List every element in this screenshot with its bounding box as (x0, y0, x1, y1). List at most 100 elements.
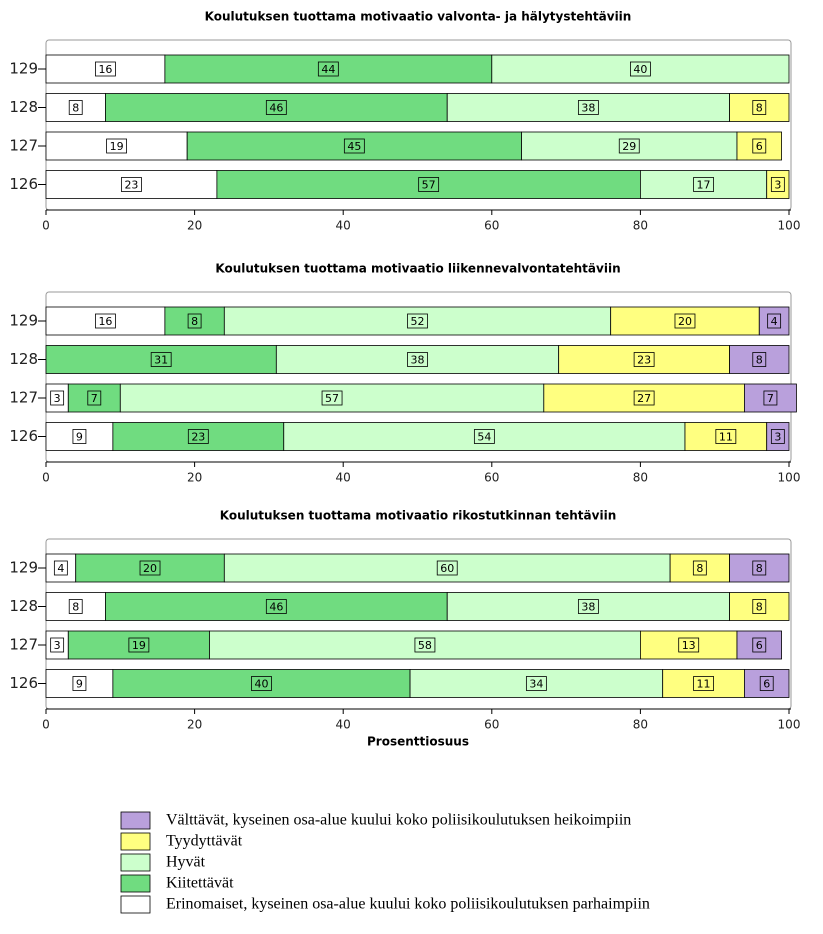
y-tick-label: 126 (9, 175, 38, 193)
value-label: 38 (581, 601, 595, 614)
value-label: 17 (697, 179, 711, 192)
bar-segment (75, 553, 225, 583)
value-label: 23 (191, 431, 205, 444)
value-label-box (577, 100, 599, 115)
value-label-box (693, 676, 714, 691)
value-label-box (68, 599, 83, 614)
bar-segment (610, 306, 760, 336)
value-label-box (752, 560, 767, 576)
y-tick-label: 129 (9, 60, 38, 78)
value-label-box (87, 390, 102, 406)
value-label: 20 (678, 315, 692, 328)
bar-segment (283, 422, 686, 451)
y-tick-label: 129 (9, 312, 38, 330)
value-label-box (674, 313, 696, 329)
x-tick-label: 80 (633, 219, 648, 233)
value-label-box (473, 429, 495, 444)
value-label-box (95, 61, 116, 77)
bar-segment (491, 54, 790, 84)
x-tick-label: 80 (633, 471, 648, 485)
bar-segment (45, 170, 218, 199)
value-label: 9 (76, 431, 83, 444)
chart-title: Koulutuksen tuottama motivaatio rikostut… (220, 509, 617, 523)
value-label: 11 (697, 678, 711, 691)
value-label-box (577, 599, 599, 614)
value-label: 6 (756, 140, 763, 153)
bar-segment (223, 306, 612, 336)
bar-segment (521, 131, 738, 161)
bar-segment (209, 630, 641, 660)
x-tick-label: 100 (778, 471, 801, 485)
legend-label: Erinomaiset, kyseinen osa-alue kuului ko… (166, 896, 650, 913)
value-label: 3 (54, 392, 61, 405)
value-label: 57 (422, 179, 436, 192)
value-label-box (139, 560, 161, 576)
value-label: 57 (325, 392, 339, 405)
x-tick-label: 20 (187, 718, 202, 732)
legend-swatch (120, 832, 151, 851)
value-label: 46 (269, 601, 283, 614)
value-label-box (251, 676, 272, 691)
y-tick-label: 129 (9, 559, 38, 577)
value-label-box (752, 352, 767, 367)
bar-segment (446, 592, 730, 621)
bar-segment (736, 131, 782, 161)
bar-segment (684, 422, 768, 451)
value-label: 40 (254, 678, 268, 691)
value-label-box (693, 177, 714, 192)
legend-label: Kiitettävät (166, 875, 234, 892)
value-label-box (187, 313, 202, 329)
value-label-box (321, 390, 343, 406)
value-label-box (436, 560, 458, 576)
value-label-box (95, 313, 116, 329)
value-label-box (72, 429, 87, 444)
bar-segment (744, 383, 797, 413)
bar-segment (744, 669, 790, 698)
bar-segment (669, 553, 730, 583)
value-label: 8 (756, 354, 763, 367)
value-label: 8 (696, 562, 703, 575)
value-label: 8 (191, 315, 198, 328)
bar-segment (112, 669, 411, 698)
value-label-box (770, 429, 785, 444)
value-label: 31 (154, 354, 168, 367)
value-label: 34 (529, 678, 543, 691)
value-label-box (128, 637, 150, 653)
value-label: 6 (763, 678, 770, 691)
value-label: 13 (682, 639, 696, 652)
x-tick-label: 40 (336, 718, 351, 732)
y-tick-label: 128 (9, 98, 38, 116)
chart-title: Koulutuksen tuottama motivaatio liikenne… (215, 262, 620, 276)
y-tick-label: 126 (9, 427, 38, 445)
x-tick-label: 60 (484, 471, 499, 485)
bar-segment (736, 630, 782, 660)
value-label: 9 (76, 678, 83, 691)
legend-swatch (120, 874, 151, 893)
value-label: 7 (767, 392, 774, 405)
legend-label: Hyvät (166, 854, 206, 871)
value-label-box (752, 637, 767, 653)
bar-segment (409, 669, 664, 698)
bar-segment (105, 592, 448, 621)
x-axis-label: Prosenttiosuus (367, 735, 469, 749)
value-label: 58 (418, 639, 432, 652)
value-label-box (72, 676, 87, 691)
bar-segment (67, 383, 121, 413)
legend-swatch (120, 895, 151, 914)
value-label: 38 (411, 354, 425, 367)
value-label: 3 (774, 179, 781, 192)
bar-segment (729, 345, 790, 374)
value-label: 7 (91, 392, 98, 405)
value-label: 60 (440, 562, 454, 575)
value-label: 44 (321, 63, 335, 76)
value-label: 16 (98, 315, 112, 328)
value-label-box (265, 599, 287, 614)
bar-segment (45, 93, 106, 122)
bar-segment (45, 669, 114, 698)
value-label-box (715, 429, 737, 444)
bar-segment (640, 630, 738, 660)
y-tick-label: 128 (9, 350, 38, 368)
bar-segment (729, 93, 790, 122)
value-label-box (633, 390, 655, 406)
value-label: 20 (143, 562, 157, 575)
